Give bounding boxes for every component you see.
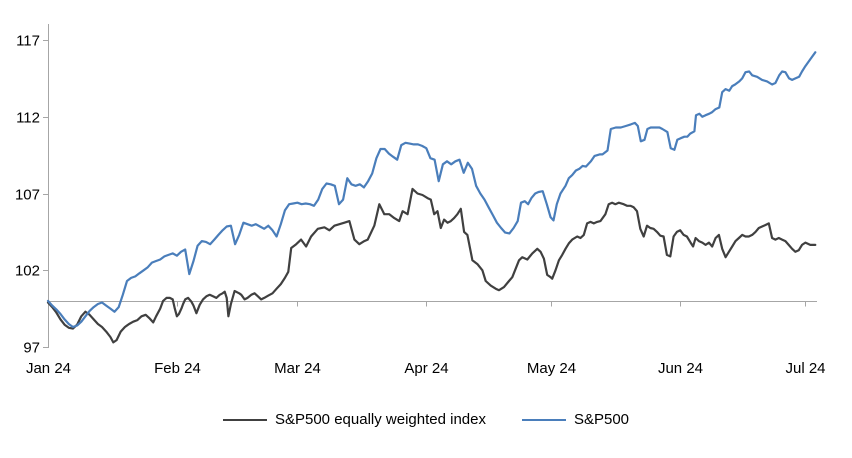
x-axis-tick-label: Apr 24 — [404, 360, 448, 377]
x-axis-tick-label: Feb 24 — [154, 360, 201, 377]
y-axis-tick-label: 102 — [15, 263, 40, 280]
legend-item-sp500: S&P500 — [521, 411, 630, 428]
series-line-s-p500 — [46, 51, 817, 329]
x-axis-tick-label: Jan 24 — [26, 360, 71, 377]
x-axis-tick-label: Mar 24 — [274, 360, 321, 377]
x-axis-tick-label: Jun 24 — [658, 360, 703, 377]
legend-label: S&P500 — [573, 411, 630, 428]
x-axis-tick-label: May 24 — [527, 360, 576, 377]
legend-line-swatch-dark — [222, 418, 267, 421]
y-axis-tick-label: 112 — [16, 110, 40, 127]
y-axis-tick-label: 97 — [23, 340, 40, 357]
series-line-s-p500-equally-weighted-index — [46, 187, 817, 344]
legend-line-swatch-blue — [521, 418, 566, 421]
chart-legend: S&P500 equally weighted index S&P500 — [0, 411, 852, 428]
legend-label: S&P500 equally weighted index — [274, 411, 486, 428]
x-axis-tick-label: Jul 24 — [785, 360, 825, 377]
legend-item-sp500-equal-weight: S&P500 equally weighted index — [222, 411, 486, 428]
y-axis-tick-label: 107 — [15, 187, 40, 204]
y-axis-tick-label: 117 — [16, 33, 40, 50]
